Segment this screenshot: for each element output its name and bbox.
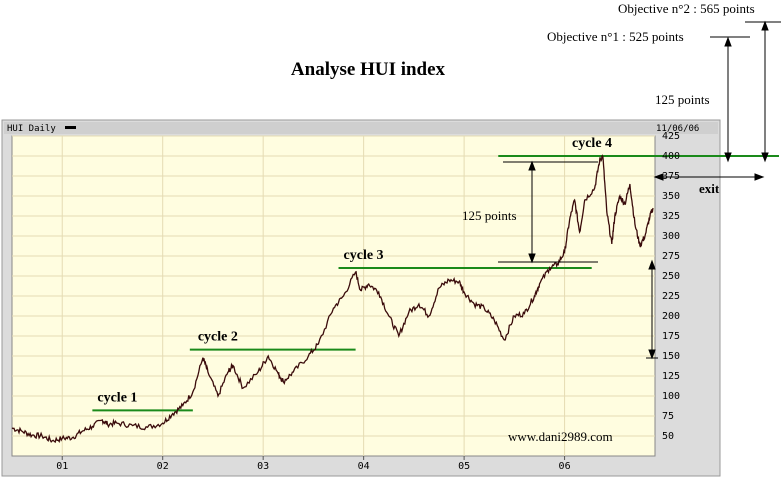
x-tick-label: 02	[157, 461, 169, 472]
y-tick-label: 75	[662, 411, 674, 422]
price-line	[11, 153, 654, 444]
y-tick-label: 300	[662, 231, 680, 242]
x-tick-label: 06	[559, 461, 571, 472]
y-tick-label: 200	[662, 311, 680, 322]
legend-swatch	[65, 126, 76, 129]
page-title: Analyse HUI index	[291, 59, 446, 80]
cycle-label-1: cycle 1	[97, 390, 137, 405]
cycle-labels: cycle 1 cycle 2 cycle 3 cycle 4	[97, 136, 612, 405]
x-tick-label: 01	[56, 461, 68, 472]
points-right-label: 125 points	[655, 92, 710, 107]
y-tick-label: 425	[662, 131, 680, 142]
panel-header	[4, 122, 718, 134]
x-axis-ticks: 01 02 03 04 05 06	[56, 456, 571, 472]
watermark: www.dani2989.com	[508, 429, 613, 444]
cycle-label-4: cycle 4	[572, 136, 612, 151]
objective-1-label: Objective n°1 : 525 points	[547, 29, 684, 44]
cycle-label-3: cycle 3	[344, 248, 384, 263]
downside-arrow	[646, 259, 658, 360]
panel-date: 11/06/06	[656, 124, 699, 134]
objective-2-label: Objective n°2 : 565 points	[618, 1, 755, 16]
objective-arrows	[724, 20, 769, 163]
x-tick-label: 04	[358, 461, 370, 472]
x-tick-label: 05	[458, 461, 470, 472]
panel-label: HUI Daily	[7, 124, 56, 134]
y-tick-label: 150	[662, 351, 680, 362]
y-tick-label: 50	[662, 431, 674, 442]
y-tick-label: 400	[662, 151, 680, 162]
y-tick-label: 225	[662, 291, 680, 302]
y-tick-label: 350	[662, 191, 680, 202]
grid	[12, 135, 655, 456]
y-tick-label: 125	[662, 371, 680, 382]
y-tick-label: 250	[662, 271, 680, 282]
y-tick-label: 175	[662, 331, 680, 342]
cycle-label-2: cycle 2	[198, 330, 238, 345]
y-tick-label: 100	[662, 391, 680, 402]
y-tick-label: 325	[662, 211, 680, 222]
price-series	[11, 153, 654, 444]
points-mid-label: 125 points	[462, 208, 517, 223]
x-tick-label: 03	[257, 461, 269, 472]
exit-label: exit	[699, 181, 720, 196]
y-tick-label: 275	[662, 251, 680, 262]
exit-arrow	[653, 173, 765, 181]
points-mid-arrow	[498, 160, 598, 264]
